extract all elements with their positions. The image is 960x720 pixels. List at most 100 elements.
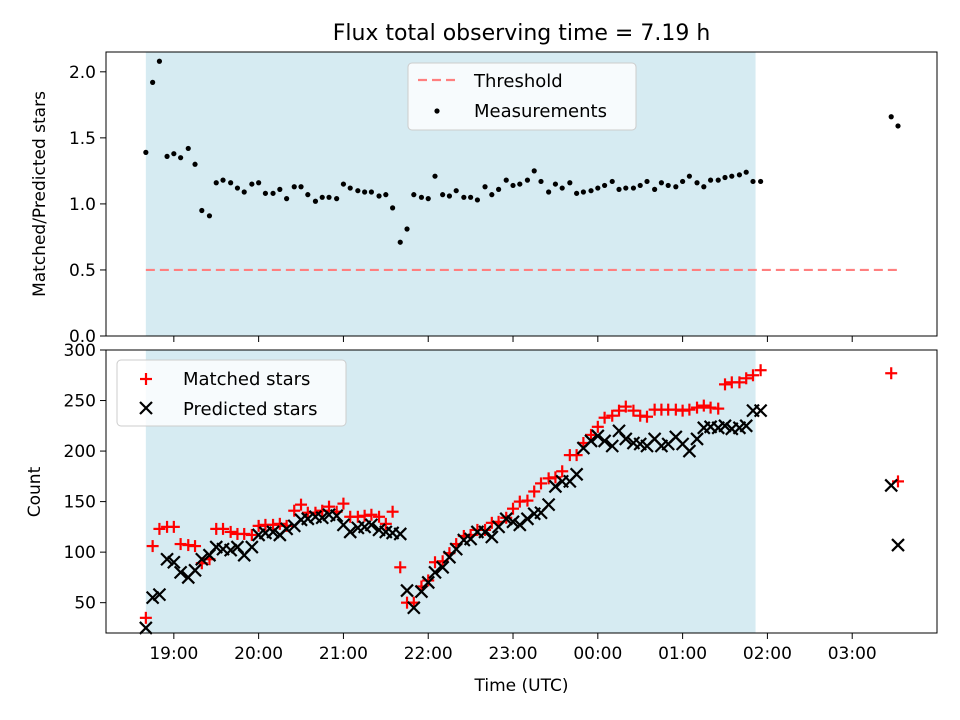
count-ytick-label: 300 <box>64 341 96 361</box>
measurement-point <box>489 192 495 198</box>
matched-point <box>394 561 407 574</box>
predicted-point <box>195 552 209 566</box>
measurement-point <box>185 145 191 152</box>
measurement-point <box>517 181 523 187</box>
measurement-point <box>580 189 587 195</box>
predicted-point <box>400 583 414 598</box>
matched-point <box>598 411 611 424</box>
legend-threshold-label: Threshold <box>473 71 563 92</box>
predicted-point <box>891 538 905 552</box>
measurement-point <box>743 169 749 175</box>
measurement-point <box>715 177 721 183</box>
matched-point <box>379 517 392 530</box>
predicted-point <box>223 543 238 557</box>
measurement-point <box>418 194 425 200</box>
measurement-point <box>729 173 735 179</box>
matched-point <box>691 401 704 414</box>
predicted-point <box>541 497 556 512</box>
matched-point <box>373 510 386 523</box>
measurement-point <box>234 185 241 191</box>
measurement-point <box>390 205 396 211</box>
matched-point <box>619 400 632 413</box>
predicted-point <box>343 525 357 539</box>
ratio-ytick-label: 2.0 <box>69 63 96 83</box>
measurement-point <box>694 180 700 186</box>
measurement-point <box>453 188 459 194</box>
matched-point <box>606 409 619 422</box>
count-xtick-label: 23:00 <box>489 644 538 664</box>
measurement-point <box>277 186 283 192</box>
matched-point <box>189 540 202 553</box>
predicted-point <box>393 527 408 541</box>
matched-point <box>754 364 767 377</box>
matched-point <box>712 402 725 415</box>
measurement-point <box>686 173 692 179</box>
measurement-point <box>496 186 502 192</box>
predicted-points <box>139 403 905 635</box>
measurement-point <box>156 58 163 64</box>
measurement-point <box>284 196 290 202</box>
measurement-point <box>291 184 297 190</box>
legend-matched-label: Matched stars <box>183 369 310 390</box>
matched-point <box>585 428 598 441</box>
matched-point <box>640 410 653 423</box>
measurement-point <box>397 239 403 245</box>
measurement-point <box>474 197 481 203</box>
predicted-point <box>167 555 181 570</box>
legend-predicted-swatch <box>139 401 153 415</box>
predicted-point <box>499 512 514 526</box>
matched-point <box>719 378 732 391</box>
ratio-ticks: 0.0 0.5 1.0 1.5 2.0 <box>69 63 853 347</box>
measurement-point <box>750 178 756 185</box>
measurement-point <box>468 194 474 200</box>
measurement-point <box>680 178 686 185</box>
matched-point <box>746 369 759 382</box>
predicted-point <box>619 432 633 446</box>
measurement-point <box>326 194 332 200</box>
predicted-point <box>301 512 315 526</box>
legend-predicted-label: Predicted stars <box>183 399 317 420</box>
measurement-point <box>305 192 311 198</box>
measurement-point <box>432 173 438 179</box>
measurement-point <box>658 180 665 186</box>
measurement-point <box>503 177 509 183</box>
predicted-point <box>569 467 584 482</box>
predicted-point <box>414 584 429 599</box>
measurement-point <box>334 196 340 202</box>
matched-point <box>139 611 152 624</box>
ratio-axes-frame <box>105 51 938 337</box>
ratio-ytick-label: 1.0 <box>69 195 96 215</box>
count-ytick-label: 50 <box>74 594 96 614</box>
measurement-point <box>531 168 537 174</box>
matched-point <box>479 523 492 536</box>
predicted-point <box>435 560 450 575</box>
measurement-point <box>602 182 608 189</box>
matched-point <box>273 517 286 530</box>
predicted-point <box>245 540 259 554</box>
measurement-point <box>220 177 226 183</box>
matched-point <box>224 525 237 538</box>
ratio-legend: Threshold Measurements <box>407 62 637 131</box>
predicted-point <box>739 419 753 433</box>
measurement-point <box>546 189 552 195</box>
chart-title: Flux total observing time = 7.19 h <box>333 21 711 46</box>
matched-point <box>365 508 378 521</box>
matched-point <box>683 403 696 416</box>
measurement-point <box>143 149 149 155</box>
count-xlabel: Time (UTC) <box>474 676 569 696</box>
measurement-point <box>270 190 276 196</box>
measurement-point <box>362 189 368 195</box>
matched-point <box>556 465 569 478</box>
predicted-point <box>139 621 153 635</box>
measurement-point <box>701 184 707 190</box>
measurement-point <box>241 189 247 195</box>
measurement-point <box>538 178 544 185</box>
count-ytick-label: 100 <box>64 543 96 563</box>
ratio-ytick-label: 0.5 <box>69 261 96 281</box>
predicted-point <box>605 439 620 453</box>
predicted-point <box>513 518 527 532</box>
measurement-point <box>206 213 213 219</box>
count-xtick-label: 20:00 <box>234 644 283 664</box>
count-xtick-label: 21:00 <box>319 644 368 664</box>
count-ytick-label: 200 <box>64 442 96 462</box>
